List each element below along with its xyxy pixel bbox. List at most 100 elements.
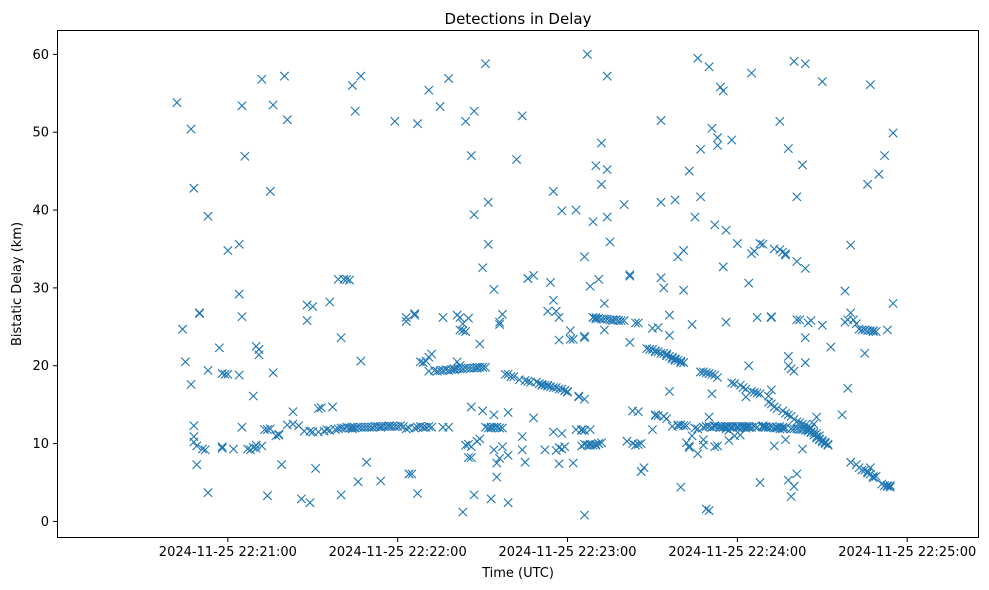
data-point-marker xyxy=(543,380,553,390)
data-point-marker xyxy=(234,370,244,380)
data-point-marker xyxy=(684,166,694,176)
data-point-marker xyxy=(288,407,298,417)
data-point-marker xyxy=(223,369,233,379)
data-point-marker xyxy=(503,407,513,418)
data-point-marker xyxy=(186,379,196,390)
data-point-marker xyxy=(602,71,612,81)
data-point-marker xyxy=(650,410,660,421)
data-point-marker xyxy=(846,308,856,318)
data-point-marker xyxy=(679,285,689,295)
data-point-marker xyxy=(650,347,660,357)
data-point-marker xyxy=(729,379,740,389)
data-point-marker xyxy=(701,368,711,378)
data-point-marker xyxy=(698,367,709,377)
data-point-marker xyxy=(741,384,751,394)
data-point-marker xyxy=(695,192,706,202)
data-point-marker xyxy=(780,249,791,259)
x-tick-label: 2024-11-25 22:24:00 xyxy=(668,545,806,560)
data-point-marker xyxy=(350,106,360,116)
data-point-marker xyxy=(356,71,366,81)
data-point-marker xyxy=(591,439,601,449)
data-point-marker xyxy=(888,128,898,138)
data-point-marker xyxy=(602,164,612,175)
data-point-marker xyxy=(265,424,275,434)
data-point-marker xyxy=(571,205,581,215)
data-point-marker xyxy=(797,444,808,454)
data-point-marker xyxy=(868,471,878,481)
data-point-marker xyxy=(679,245,689,256)
data-point-marker xyxy=(353,477,363,487)
data-point-marker xyxy=(579,510,590,520)
data-point-marker xyxy=(588,440,598,450)
data-point-marker xyxy=(523,376,533,386)
data-point-marker xyxy=(698,435,709,445)
data-point-marker xyxy=(489,284,499,295)
data-point-marker xyxy=(251,443,261,453)
data-point-marker xyxy=(503,450,513,460)
data-point-marker xyxy=(800,263,810,274)
data-point-marker xyxy=(636,467,646,477)
data-point-marker xyxy=(823,440,833,450)
data-point-marker xyxy=(517,445,527,455)
data-point-marker xyxy=(302,315,312,326)
data-point-marker xyxy=(704,505,714,516)
data-point-marker xyxy=(361,457,372,467)
data-point-marker xyxy=(579,394,590,404)
data-point-marker xyxy=(444,73,454,84)
data-point-marker xyxy=(676,356,686,366)
data-point-marker xyxy=(492,472,502,482)
data-point-marker xyxy=(772,403,782,414)
data-point-marker xyxy=(486,494,496,504)
data-point-marker xyxy=(863,179,873,189)
data-point-marker xyxy=(480,362,491,372)
data-point-marker xyxy=(882,481,893,491)
data-point-marker xyxy=(543,381,553,391)
data-point-marker xyxy=(594,274,604,284)
data-point-marker xyxy=(520,457,530,467)
data-point-marker xyxy=(783,351,793,361)
data-point-marker xyxy=(885,481,895,491)
data-point-marker xyxy=(712,133,723,143)
data-point-marker xyxy=(659,283,669,293)
data-point-marker xyxy=(664,310,675,320)
data-point-marker xyxy=(478,362,488,372)
data-point-marker xyxy=(554,335,564,345)
data-point-marker xyxy=(228,444,239,454)
data-point-marker xyxy=(483,239,493,249)
data-point-marker xyxy=(455,312,465,323)
data-point-marker xyxy=(489,410,499,420)
data-point-marker xyxy=(800,333,810,343)
data-point-marker xyxy=(746,68,757,78)
data-point-marker xyxy=(650,346,660,356)
data-point-marker xyxy=(588,217,598,227)
data-point-marker xyxy=(888,298,898,309)
data-point-marker xyxy=(237,101,247,111)
data-point-marker xyxy=(500,369,510,379)
data-point-marker xyxy=(172,98,182,108)
data-point-marker xyxy=(701,504,711,514)
data-point-marker xyxy=(347,80,357,91)
data-point-marker xyxy=(633,407,643,417)
data-point-marker xyxy=(217,442,227,452)
data-point-marker xyxy=(492,458,502,468)
data-point-marker xyxy=(330,424,341,435)
data-point-marker xyxy=(715,82,725,92)
data-point-marker xyxy=(684,441,694,451)
data-point-marker xyxy=(596,438,607,448)
data-point-marker xyxy=(707,389,717,399)
data-point-marker xyxy=(548,295,558,305)
data-point-marker xyxy=(200,445,210,455)
data-point-marker xyxy=(662,351,672,361)
data-point-marker xyxy=(480,59,491,69)
data-point-marker xyxy=(653,323,663,333)
data-point-marker xyxy=(693,53,703,63)
data-point-marker xyxy=(336,333,346,343)
data-point-marker xyxy=(461,326,471,337)
data-point-marker xyxy=(217,443,227,453)
data-point-marker xyxy=(749,387,759,397)
data-point-marker xyxy=(308,301,318,312)
data-point-marker xyxy=(738,382,748,393)
data-point-marker xyxy=(376,476,386,486)
data-point-marker xyxy=(540,445,550,455)
data-point-marker xyxy=(203,488,213,498)
